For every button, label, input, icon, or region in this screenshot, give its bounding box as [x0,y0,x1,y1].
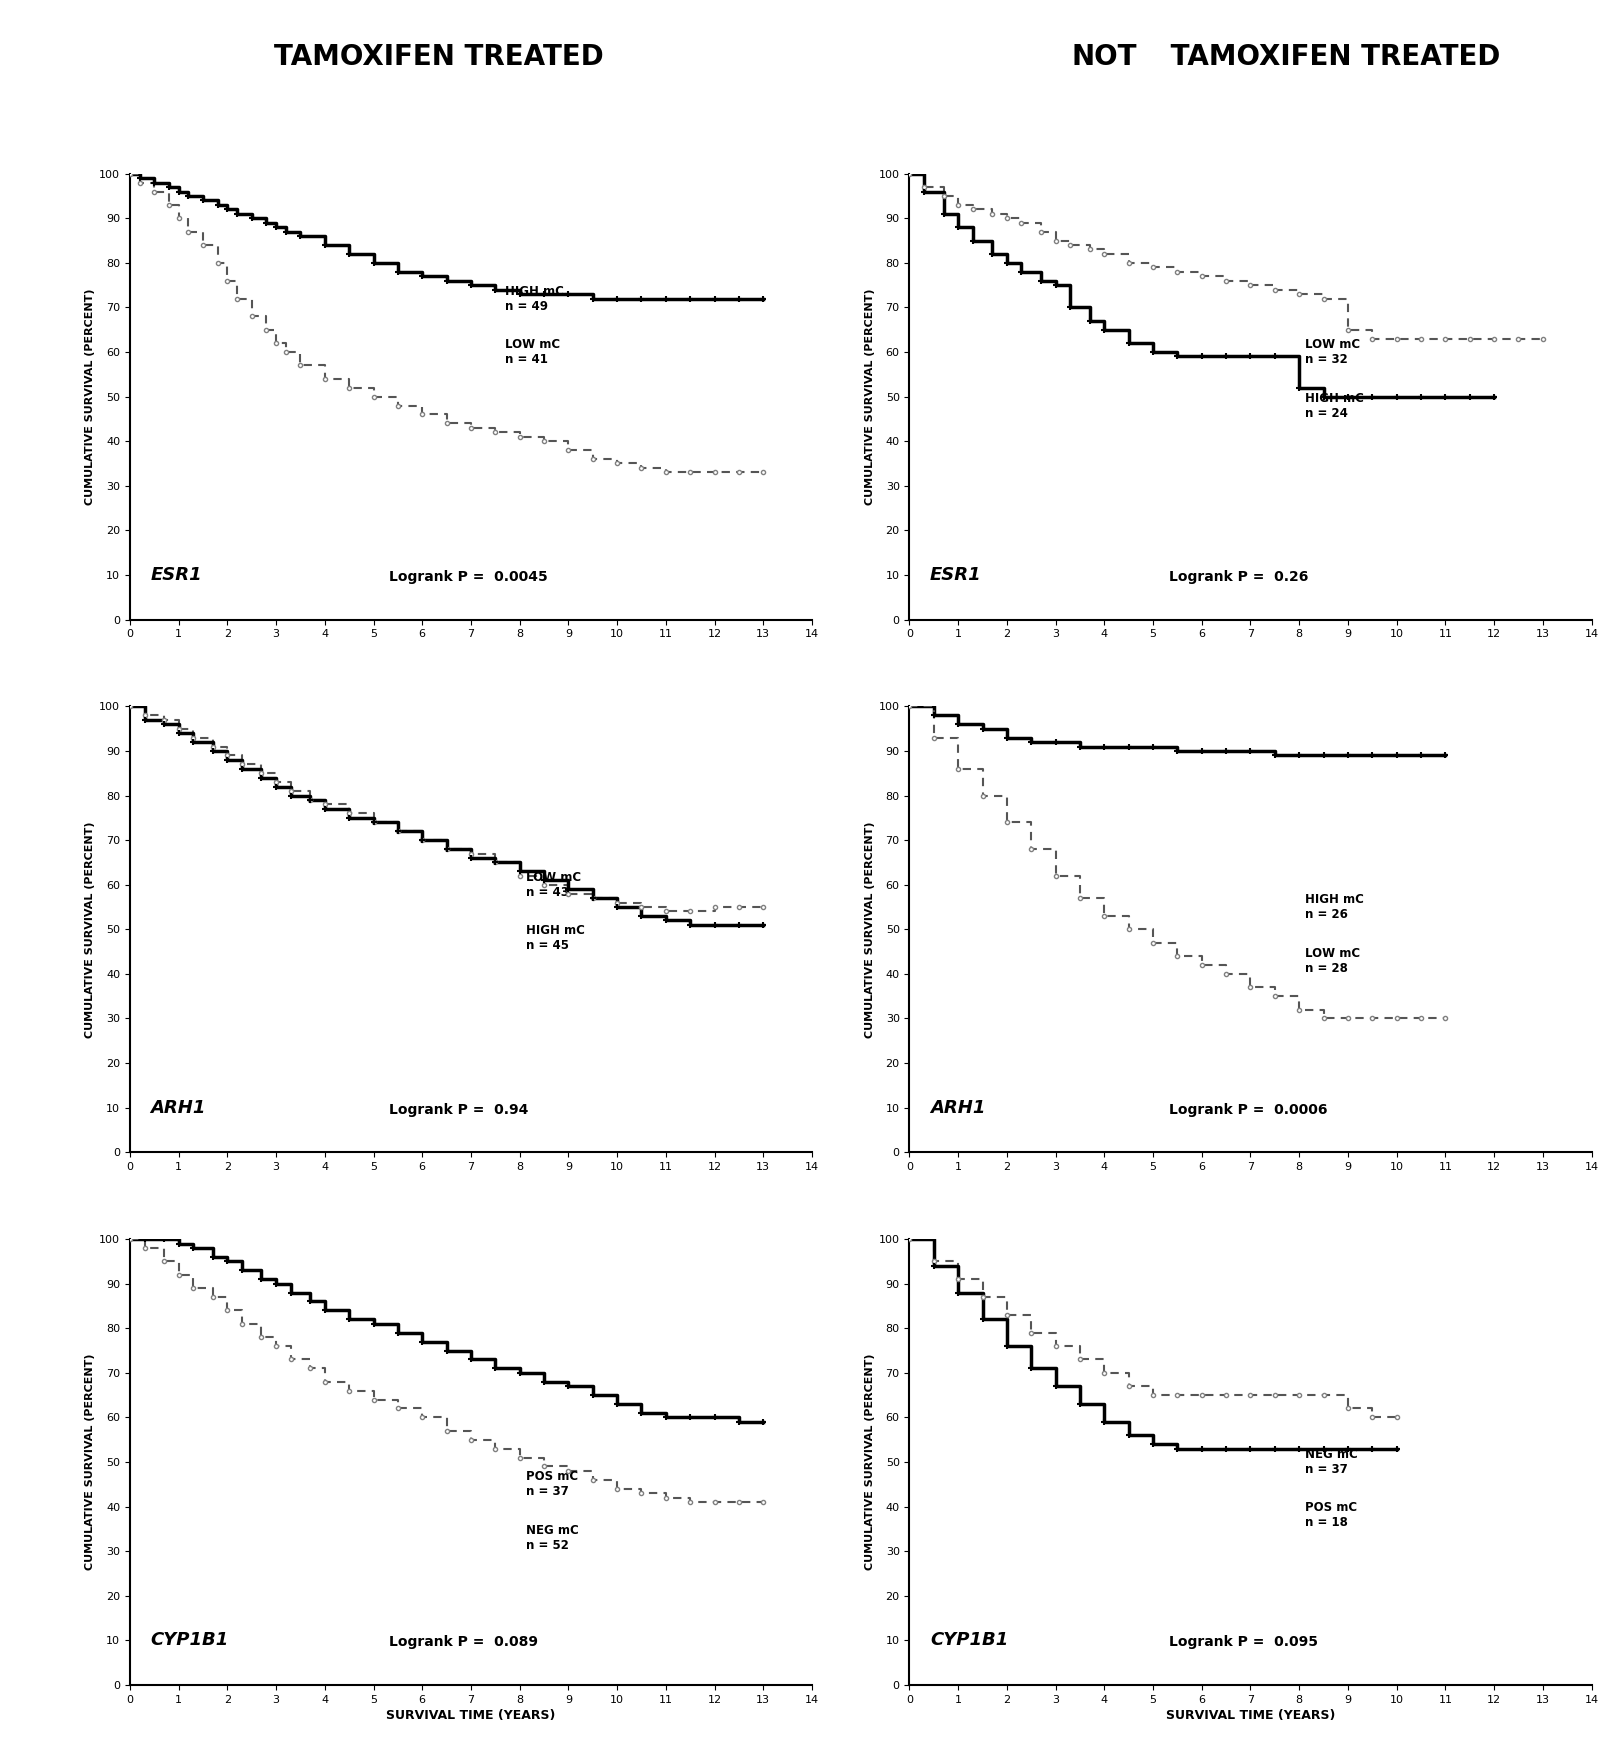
Text: CYP1B1: CYP1B1 [151,1631,229,1648]
Y-axis label: CUMULATIVE SURVIVAL (PERCENT): CUMULATIVE SURVIVAL (PERCENT) [84,288,96,505]
Text: HIGH mC
n = 49: HIGH mC n = 49 [505,285,563,313]
Y-axis label: CUMULATIVE SURVIVAL (PERCENT): CUMULATIVE SURVIVAL (PERCENT) [84,822,96,1037]
Text: Logrank P =  0.0006: Logrank P = 0.0006 [1169,1103,1326,1117]
Text: ESR1: ESR1 [151,566,201,584]
Text: ESR1: ESR1 [930,566,980,584]
Text: Logrank P =  0.089: Logrank P = 0.089 [390,1635,537,1648]
Text: LOW mC
n = 43: LOW mC n = 43 [526,870,581,898]
X-axis label: SURVIVAL TIME (YEARS): SURVIVAL TIME (YEARS) [386,1709,555,1721]
Y-axis label: CUMULATIVE SURVIVAL (PERCENT): CUMULATIVE SURVIVAL (PERCENT) [863,822,875,1037]
Text: NOT: NOT [1071,43,1136,71]
Text: HIGH mC
n = 26: HIGH mC n = 26 [1305,893,1363,921]
Text: ARH1: ARH1 [151,1098,206,1117]
Text: Logrank P =  0.095: Logrank P = 0.095 [1169,1635,1316,1648]
Y-axis label: CUMULATIVE SURVIVAL (PERCENT): CUMULATIVE SURVIVAL (PERCENT) [863,288,875,505]
Text: LOW mC
n = 41: LOW mC n = 41 [505,339,560,367]
Text: TAMOXIFEN TREATED: TAMOXIFEN TREATED [1160,43,1500,71]
Text: POS mC
n = 18: POS mC n = 18 [1305,1501,1357,1530]
Text: Logrank P =  0.26: Logrank P = 0.26 [1169,570,1307,584]
X-axis label: SURVIVAL TIME (YEARS): SURVIVAL TIME (YEARS) [1165,1709,1334,1721]
Text: NEG mC
n = 52: NEG mC n = 52 [526,1523,578,1551]
Text: LOW mC
n = 32: LOW mC n = 32 [1305,339,1360,367]
Text: POS mC
n = 37: POS mC n = 37 [526,1470,578,1499]
Y-axis label: CUMULATIVE SURVIVAL (PERCENT): CUMULATIVE SURVIVAL (PERCENT) [863,1353,875,1570]
Text: HIGH mC
n = 24: HIGH mC n = 24 [1305,391,1363,420]
Text: TAMOXIFEN TREATED: TAMOXIFEN TREATED [273,43,604,71]
Text: Logrank P =  0.94: Logrank P = 0.94 [390,1103,527,1117]
Text: NEG mC
n = 37: NEG mC n = 37 [1305,1449,1357,1476]
Text: LOW mC
n = 28: LOW mC n = 28 [1305,947,1360,974]
Text: ARH1: ARH1 [930,1098,985,1117]
Text: HIGH mC
n = 45: HIGH mC n = 45 [526,924,584,952]
Y-axis label: CUMULATIVE SURVIVAL (PERCENT): CUMULATIVE SURVIVAL (PERCENT) [84,1353,96,1570]
Text: Logrank P =  0.0045: Logrank P = 0.0045 [390,570,547,584]
Text: CYP1B1: CYP1B1 [930,1631,1008,1648]
